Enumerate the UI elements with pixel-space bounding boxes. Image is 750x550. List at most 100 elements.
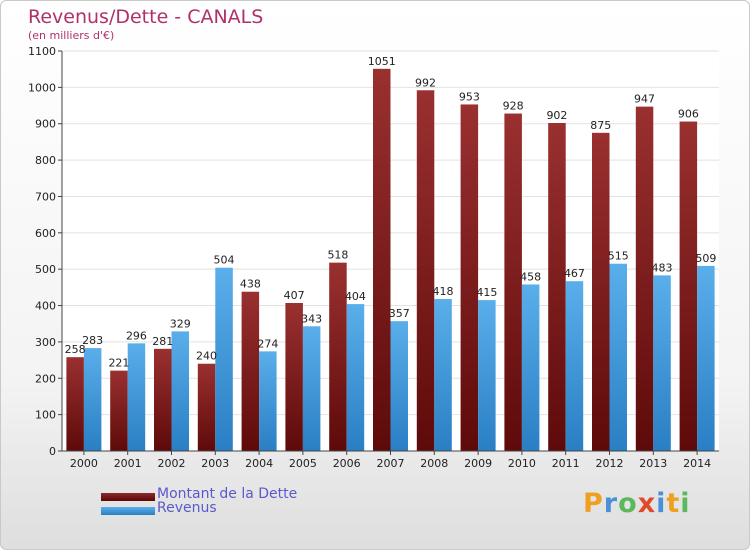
data-label-debt: 281	[152, 335, 173, 348]
bar-revenus	[653, 275, 671, 451]
data-label-revenus: 504	[214, 254, 235, 267]
y-tick-label: 400	[35, 300, 56, 313]
bars	[66, 68, 715, 452]
data-label-debt: 438	[240, 278, 261, 291]
data-label-debt: 221	[108, 357, 129, 370]
x-tick-label: 2002	[158, 457, 186, 470]
chart-subtitle: (en milliers d'€)	[28, 29, 115, 42]
data-label-revenus: 343	[301, 312, 322, 325]
y-tick-label: 700	[35, 190, 56, 203]
y-tick-label: 0	[49, 445, 56, 458]
data-label-debt: 1051	[368, 55, 396, 68]
axes	[58, 50, 719, 455]
data-label-revenus: 283	[82, 334, 103, 347]
bar-revenus	[434, 299, 452, 451]
y-tick-label: 600	[35, 227, 56, 240]
logo-letter: P	[583, 488, 604, 519]
bar-debt	[241, 291, 260, 451]
bar-revenus	[127, 343, 146, 451]
data-label-revenus: 296	[126, 329, 147, 342]
bar-debt	[548, 123, 566, 451]
data-label-revenus: 274	[257, 337, 278, 350]
y-tick-label: 900	[35, 118, 56, 131]
data-label-debt: 875	[590, 119, 611, 132]
x-tick-label: 2014	[683, 457, 711, 470]
data-label-revenus: 418	[433, 285, 454, 298]
data-label-debt: 953	[459, 90, 480, 103]
logo-letter: o	[618, 488, 638, 519]
x-tick-label: 2013	[639, 457, 667, 470]
labels: 0100200300400500600700800900100011002582…	[28, 45, 716, 470]
y-tick-label: 300	[35, 336, 56, 349]
data-label-revenus: 509	[695, 252, 716, 265]
bar-debt	[154, 348, 172, 451]
bar-debt	[679, 121, 698, 451]
data-label-debt: 407	[284, 289, 305, 302]
bar-revenus	[171, 331, 189, 451]
data-label-debt: 258	[65, 343, 86, 356]
data-label-debt: 902	[546, 109, 567, 122]
bar-revenus	[83, 348, 102, 451]
y-tick-label: 200	[35, 372, 56, 385]
bar-revenus	[302, 326, 321, 451]
x-tick-label: 2009	[464, 457, 492, 470]
y-tick-label: 800	[35, 154, 56, 167]
y-tick-label: 1000	[28, 81, 56, 94]
bar-debt	[504, 113, 522, 451]
data-label-revenus: 357	[389, 307, 410, 320]
bar-revenus	[478, 300, 496, 451]
bar-debt	[197, 363, 216, 451]
data-label-debt: 928	[503, 100, 524, 113]
legend-swatch-revenus	[101, 507, 155, 515]
x-tick-label: 2011	[552, 457, 580, 470]
x-tick-label: 2010	[508, 457, 536, 470]
logo-letter: r	[603, 488, 619, 519]
bar-debt	[329, 262, 347, 451]
x-tick-label: 2012	[596, 457, 624, 470]
x-tick-label: 2008	[420, 457, 448, 470]
bar-revenus	[521, 284, 540, 451]
data-label-revenus: 515	[608, 250, 629, 263]
bar-debt	[592, 132, 610, 451]
data-label-revenus: 467	[564, 267, 585, 280]
bar-debt	[460, 104, 479, 452]
bar-revenus	[259, 351, 277, 451]
x-tick-label: 2004	[245, 457, 273, 470]
bar-debt	[285, 303, 303, 451]
bar-debt	[66, 357, 84, 451]
bar-revenus	[697, 265, 715, 451]
y-tick-label: 1100	[28, 45, 56, 58]
y-tick-label: 100	[35, 409, 56, 422]
data-label-debt: 992	[415, 76, 436, 89]
logo-letter: t	[666, 488, 681, 519]
logo-letter: i	[656, 488, 667, 519]
bar-revenus	[346, 304, 365, 451]
x-tick-label: 2003	[201, 457, 229, 470]
bar-revenus	[565, 281, 584, 451]
legend-label-debt: Montant de la Dette	[157, 486, 298, 502]
logo-letter: x	[637, 488, 657, 519]
data-label-revenus: 483	[652, 261, 673, 274]
data-label-revenus: 404	[345, 290, 366, 303]
bar-revenus	[609, 263, 627, 451]
data-label-debt: 518	[327, 249, 348, 262]
y-tick-label: 500	[35, 263, 56, 276]
legend-label-revenus: Revenus	[157, 500, 217, 516]
data-label-debt: 947	[634, 93, 655, 106]
x-tick-label: 2006	[333, 457, 361, 470]
x-tick-label: 2005	[289, 457, 317, 470]
bar-revenus	[390, 321, 408, 451]
bar-revenus	[215, 267, 233, 451]
x-tick-label: 2001	[114, 457, 142, 470]
data-label-debt: 906	[678, 108, 699, 121]
proxiti-logo: Proxiti	[583, 488, 691, 519]
x-tick-label: 2007	[377, 457, 405, 470]
bar-debt	[416, 90, 435, 451]
data-label-revenus: 458	[520, 270, 541, 283]
bar-debt	[373, 68, 391, 452]
legend-swatch-debt	[101, 493, 155, 501]
x-tick-label: 2000	[70, 457, 98, 470]
logo-letter: i	[680, 488, 691, 519]
